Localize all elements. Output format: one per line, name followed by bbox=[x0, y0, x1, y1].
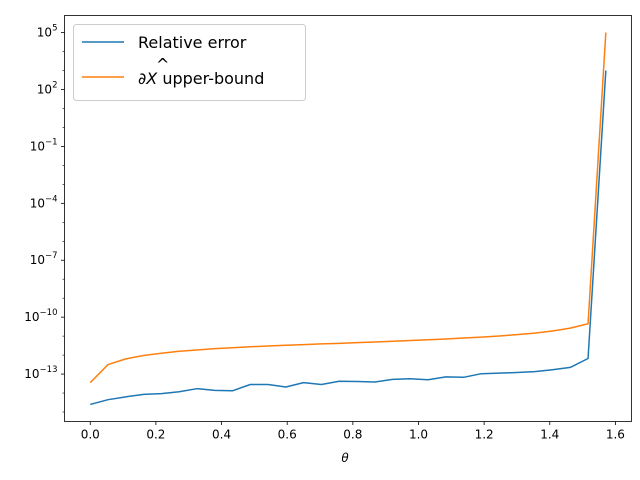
y-tick-label: 105 bbox=[37, 24, 58, 40]
series-line-1 bbox=[89, 32, 607, 384]
y-axis: 105 102 10−1 10−4 10−7 10−10 10−13 bbox=[24, 24, 65, 413]
x-axis-label: θ bbox=[341, 451, 349, 465]
plot-frame bbox=[64, 15, 632, 422]
y-tick-label: 10−7 bbox=[30, 251, 58, 267]
y-tick-label: 10−10 bbox=[24, 308, 57, 324]
x-tick-label: 0.6 bbox=[278, 428, 297, 442]
legend-label-relative-error: Relative error bbox=[138, 33, 247, 52]
legend-frame bbox=[73, 24, 306, 101]
y-tick-label: 10−1 bbox=[30, 137, 58, 153]
x-tick-label: 0.2 bbox=[146, 428, 165, 442]
y-tick-label: 102 bbox=[37, 80, 58, 96]
x-tick-label: 1.2 bbox=[475, 428, 494, 442]
y-tick-label: 10−13 bbox=[24, 365, 57, 381]
plot-lines bbox=[89, 32, 607, 406]
legend-label-hat: ^ bbox=[156, 55, 169, 74]
series-line-0 bbox=[90, 70, 607, 406]
x-tick-label: 0.0 bbox=[81, 428, 100, 442]
x-tick-label: 1.0 bbox=[409, 428, 428, 442]
x-tick-label: 1.4 bbox=[540, 428, 559, 442]
x-tick-label: 0.8 bbox=[343, 428, 362, 442]
y-tick-label: 10−4 bbox=[30, 194, 58, 210]
x-tick-label: 0.4 bbox=[212, 428, 231, 442]
legend-label-upper-bound: ∂X upper-bound bbox=[138, 69, 264, 88]
legend: Relative error ∂X upper-bound ^ bbox=[73, 24, 306, 101]
x-tick-label: 1.6 bbox=[606, 428, 625, 442]
x-axis: 0.0 0.2 0.4 0.6 0.8 1.0 1.2 1.4 1.6 bbox=[81, 421, 625, 442]
